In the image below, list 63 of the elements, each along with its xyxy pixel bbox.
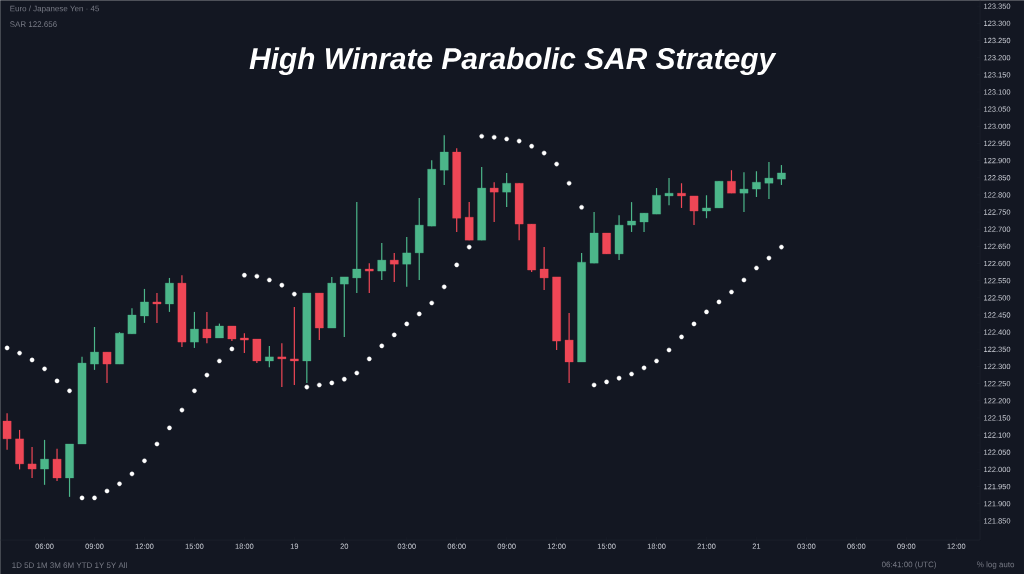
candlestick (277, 342, 287, 388)
candlestick (165, 277, 174, 313)
candlestick (2, 412, 12, 451)
candlestick (727, 169, 736, 194)
candlestick (252, 338, 262, 364)
candlestick (564, 312, 574, 384)
candlestick (402, 236, 412, 288)
candlestick (589, 211, 599, 264)
candlestick (764, 161, 774, 200)
candlestick (202, 311, 212, 344)
candlestick (689, 195, 699, 226)
candlestick (739, 171, 749, 213)
candlestick (577, 252, 586, 363)
candlestick (614, 214, 624, 261)
candlestick (664, 177, 674, 206)
candlestick (452, 147, 461, 233)
candlestick (65, 443, 74, 498)
candlestick (52, 448, 62, 482)
candlestick (227, 325, 237, 342)
candlestick (302, 292, 312, 384)
candlestick (315, 292, 324, 341)
candlestick (552, 276, 561, 351)
candlestick (414, 197, 424, 281)
candlestick (240, 332, 249, 354)
candlestick (327, 276, 337, 329)
candlestick (102, 351, 112, 384)
candlestick (389, 252, 399, 283)
candlestick (115, 331, 124, 365)
candlestick (27, 446, 37, 479)
text: High Winrate Parabolic SAR Strategy (249, 47, 777, 76)
candlestick (539, 246, 549, 291)
candlestick (77, 356, 87, 445)
candlestick (15, 429, 24, 470)
candlestick (602, 232, 611, 255)
candlestick (127, 307, 137, 335)
candlestick (290, 306, 299, 386)
candlestick (152, 292, 162, 324)
candlestick (140, 288, 149, 324)
candlestick (427, 159, 436, 227)
candlestick (439, 134, 449, 186)
candlestick (752, 170, 761, 198)
candlestick (365, 262, 374, 294)
candlestick (177, 274, 187, 348)
candlestick (639, 212, 649, 233)
candlestick (627, 201, 636, 233)
candlestick (40, 439, 49, 486)
candlestick (489, 181, 499, 223)
candlestick (652, 187, 661, 215)
candlestick (464, 201, 474, 241)
candlestick (265, 345, 274, 368)
candlestick (90, 326, 99, 371)
candlestick (477, 166, 486, 241)
candlestick (514, 182, 524, 241)
candlestick (190, 311, 199, 349)
candlestick (377, 242, 387, 281)
candlestick (340, 276, 349, 338)
candlestick (702, 194, 711, 219)
candlestick (502, 172, 511, 208)
candlestick (714, 180, 724, 209)
candlestick (352, 201, 362, 294)
candlestick (527, 223, 536, 273)
candlestick (777, 164, 786, 186)
candlestick (677, 182, 686, 209)
